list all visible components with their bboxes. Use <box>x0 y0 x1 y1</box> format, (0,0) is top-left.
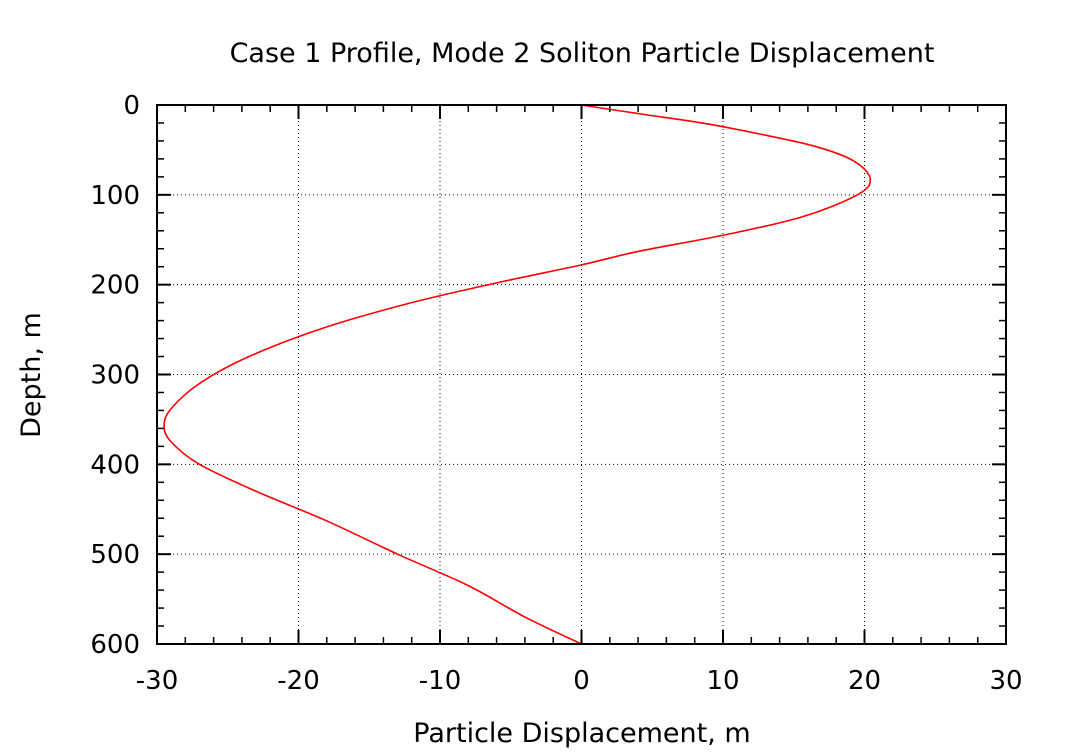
y-tick-label: 300 <box>90 361 140 391</box>
x-tick-label: 20 <box>848 666 881 696</box>
x-tick-label: -30 <box>136 666 178 696</box>
x-tick-labels: -30 -20 -10 0 10 20 30 <box>136 666 1023 696</box>
y-tick-label: 200 <box>90 271 140 301</box>
y-tick-label: 600 <box>90 630 140 660</box>
series-layer <box>163 104 872 645</box>
plot-frame <box>156 104 1007 645</box>
y-tick-label: 500 <box>90 540 140 570</box>
y-tick-label: 0 <box>123 91 140 121</box>
x-tick-label: -10 <box>419 666 461 696</box>
y-tick-label: 400 <box>90 450 140 480</box>
y-axis-title: Depth, m <box>16 312 47 438</box>
x-tick-label: 30 <box>989 666 1022 696</box>
chart-title: Case 1 Profile, Mode 2 Soliton Particle … <box>230 38 935 69</box>
grid <box>157 105 1006 644</box>
x-tick-label: 0 <box>573 666 590 696</box>
series-line <box>163 104 872 645</box>
y-tick-label: 100 <box>90 181 140 211</box>
x-tick-label: 10 <box>706 666 739 696</box>
y-tick-labels: 0 100 200 300 400 500 600 <box>90 91 140 660</box>
x-axis-title: Particle Displacement, m <box>413 718 750 749</box>
x-tick-label: -20 <box>277 666 319 696</box>
